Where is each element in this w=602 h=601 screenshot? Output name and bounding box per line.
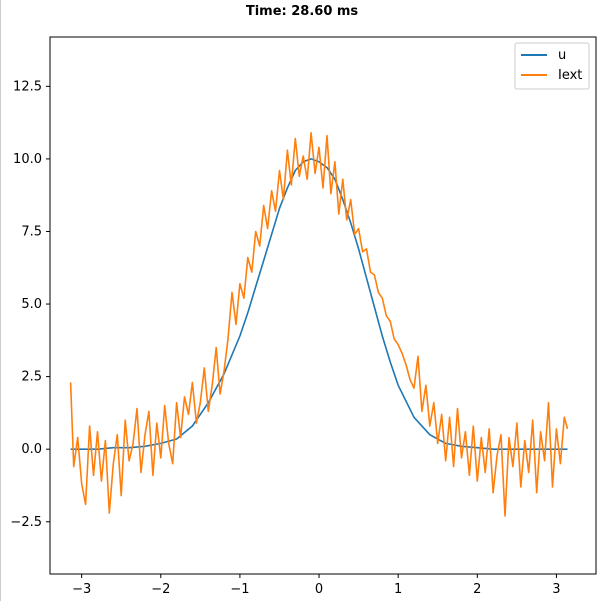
y-tick-label: 7.5 [21, 224, 42, 239]
x-tick-label: 3 [552, 582, 560, 597]
legend-label-iext: Iext [558, 68, 582, 83]
y-tick-label: 5.0 [21, 297, 42, 312]
chart-title: Time: 28.60 ms [245, 4, 359, 19]
y-tick-label: −2.5 [10, 515, 42, 530]
x-tick-label: −1 [230, 582, 249, 597]
x-tick-label: −2 [151, 582, 170, 597]
legend: u Iext [514, 42, 590, 90]
y-tick-label: 2.5 [21, 370, 42, 385]
axes-frame [49, 36, 597, 575]
plot-content [69, 132, 569, 517]
legend-label-u: u [558, 48, 566, 63]
series-line-u [70, 158, 568, 450]
x-tick-label: 1 [394, 582, 402, 597]
y-tick-label: 12.5 [13, 79, 42, 94]
series-line-iext [69, 132, 569, 517]
y-ticks: −2.5 0.0 2.5 5.0 7.5 10.0 12.5 [10, 79, 50, 530]
y-tick-label: 10.0 [13, 152, 42, 167]
x-tick-label: 0 [315, 582, 323, 597]
x-tick-label: −3 [72, 582, 91, 597]
y-tick-label: 0.0 [21, 442, 42, 457]
x-tick-label: 2 [473, 582, 481, 597]
x-ticks: −3 −2 −1 0 1 2 3 [72, 574, 561, 597]
